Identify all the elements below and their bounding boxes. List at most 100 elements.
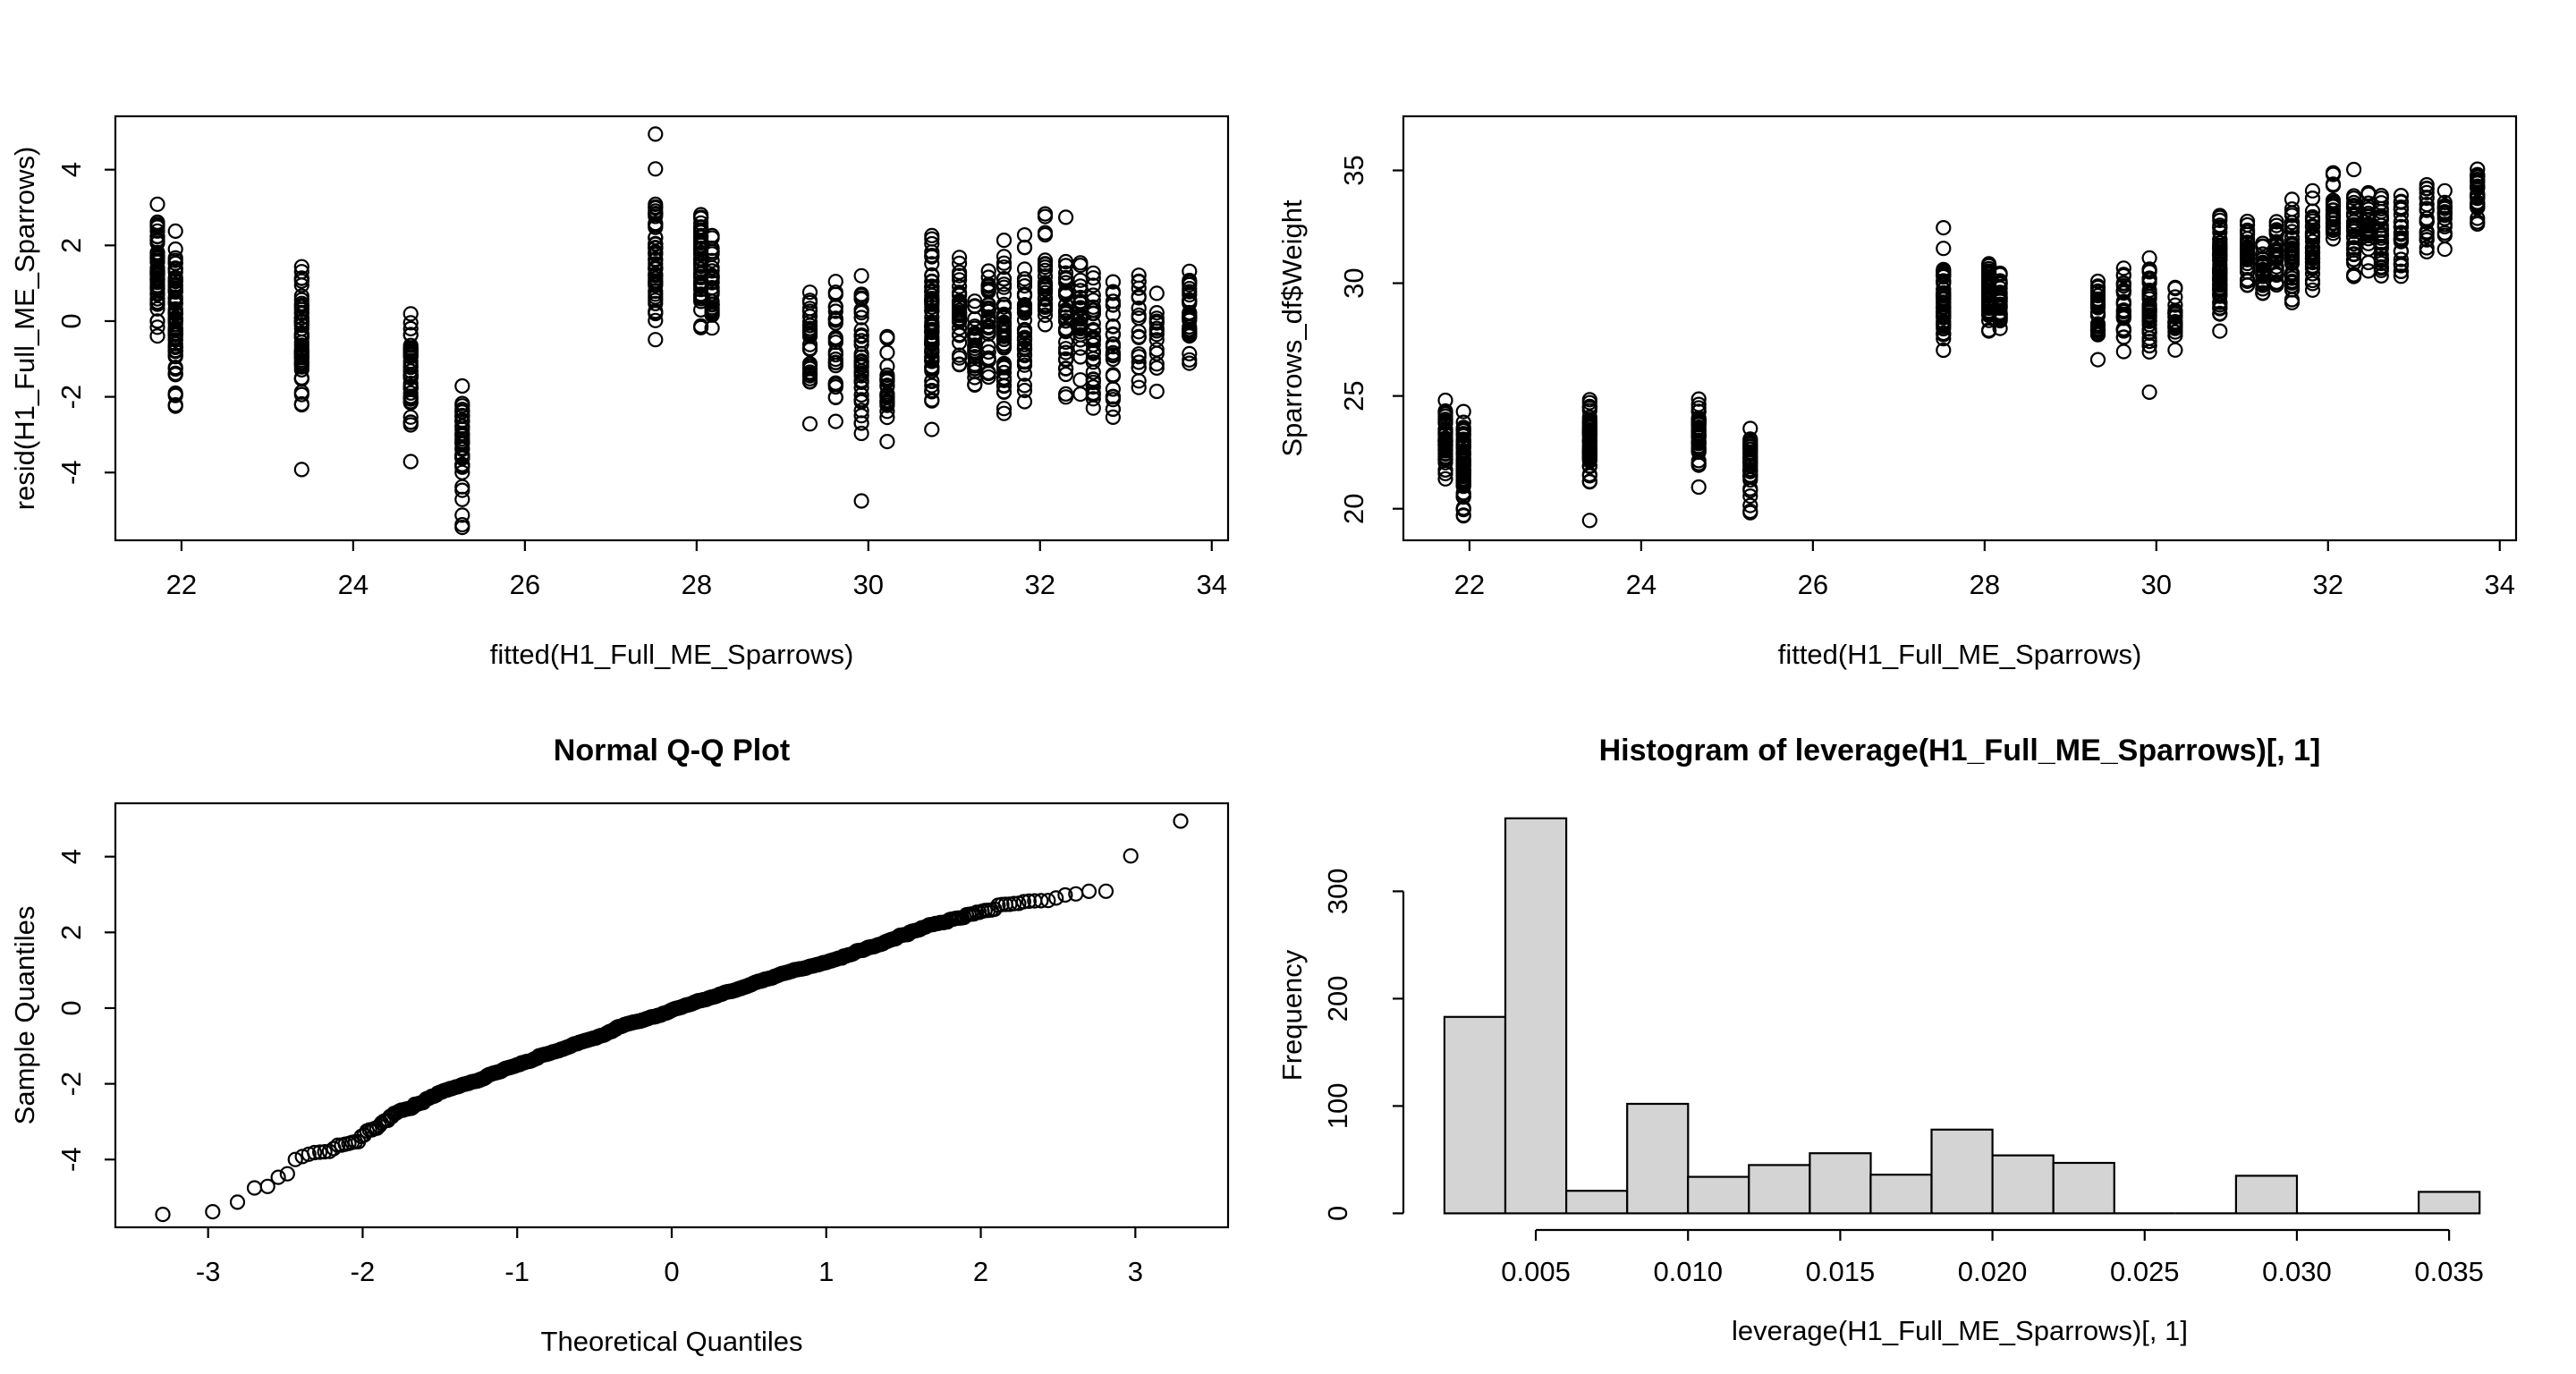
data-point bbox=[2393, 226, 2409, 242]
data-point bbox=[149, 223, 165, 239]
data-point bbox=[2304, 233, 2321, 250]
data-point bbox=[1690, 420, 1707, 436]
data-point bbox=[167, 398, 183, 414]
data-point bbox=[996, 340, 1013, 356]
data-point bbox=[996, 401, 1013, 417]
data-point bbox=[924, 274, 940, 290]
data-point bbox=[951, 293, 968, 309]
data-point bbox=[1085, 323, 1101, 339]
data-point bbox=[2089, 304, 2106, 320]
x-tick-label: 2 bbox=[973, 1256, 988, 1287]
data-point bbox=[951, 284, 968, 301]
x-tick-label: 0.015 bbox=[1806, 1256, 1876, 1287]
data-point bbox=[293, 350, 309, 366]
data-point bbox=[1037, 275, 1054, 291]
data-point bbox=[2419, 191, 2435, 207]
data-point bbox=[167, 241, 183, 258]
data-point bbox=[1037, 299, 1054, 315]
y-tick-label: 0 bbox=[55, 313, 87, 328]
data-point bbox=[2346, 214, 2362, 230]
data-point bbox=[1992, 275, 2008, 291]
data-point bbox=[648, 126, 664, 142]
data-point bbox=[853, 322, 869, 338]
x-tick-label: 3 bbox=[1128, 1256, 1143, 1287]
data-point bbox=[879, 344, 895, 360]
data-point bbox=[2284, 237, 2301, 253]
data-point bbox=[402, 320, 419, 336]
normal-qq-xlabel: Theoretical Quantiles bbox=[541, 1326, 803, 1357]
data-point bbox=[2115, 302, 2131, 318]
data-point bbox=[2304, 260, 2321, 276]
data-point bbox=[1072, 349, 1089, 365]
data-point bbox=[293, 386, 309, 403]
data-point bbox=[924, 314, 940, 330]
leverage-histogram-xlabel: leverage(H1_Full_ME_Sparrows)[, 1] bbox=[1732, 1315, 2188, 1346]
data-point bbox=[2373, 200, 2389, 216]
data-point bbox=[2141, 334, 2157, 350]
data-point bbox=[1057, 886, 1073, 903]
data-point bbox=[167, 387, 183, 403]
data-point bbox=[2240, 246, 2256, 263]
data-point bbox=[2115, 284, 2131, 301]
data-point bbox=[1072, 386, 1089, 403]
data-point bbox=[2346, 217, 2362, 233]
x-tick-label: 22 bbox=[1454, 569, 1485, 600]
leverage-histogram-title: Histogram of leverage(H1_Full_ME_Sparrow… bbox=[1599, 734, 2321, 768]
x-tick-label: -2 bbox=[351, 1256, 376, 1287]
data-point bbox=[924, 284, 940, 300]
x-tick-label: -3 bbox=[196, 1256, 221, 1287]
data-point bbox=[801, 367, 818, 383]
data-point bbox=[454, 507, 470, 523]
data-point bbox=[1085, 371, 1101, 387]
data-point bbox=[924, 324, 940, 340]
data-point bbox=[879, 390, 895, 406]
data-point bbox=[1581, 427, 1597, 443]
data-point bbox=[704, 284, 720, 300]
data-point bbox=[1131, 373, 1147, 389]
data-point bbox=[980, 318, 996, 335]
data-point bbox=[1097, 883, 1114, 899]
data-point bbox=[704, 307, 720, 323]
data-point bbox=[454, 491, 470, 507]
data-point bbox=[1105, 351, 1122, 368]
data-point bbox=[648, 208, 664, 225]
data-point bbox=[167, 365, 183, 381]
data-point bbox=[2141, 250, 2157, 266]
data-point bbox=[1131, 274, 1147, 290]
data-point bbox=[1936, 294, 1952, 310]
data-point bbox=[1048, 890, 1064, 906]
data-point bbox=[1085, 351, 1101, 367]
panel-weight-vs-fitted: 22 24 26 28 30 32 34 20 25 30 35 bbox=[1338, 114, 2518, 600]
data-point bbox=[1016, 286, 1033, 302]
data-point bbox=[1437, 462, 1453, 479]
data-point bbox=[2325, 215, 2342, 231]
data-point bbox=[1437, 406, 1453, 422]
data-point bbox=[1016, 341, 1033, 357]
data-point bbox=[801, 293, 818, 309]
data-point bbox=[2268, 266, 2284, 282]
data-point bbox=[293, 361, 309, 377]
data-point bbox=[1455, 456, 1471, 473]
data-point bbox=[293, 306, 309, 322]
data-point bbox=[648, 196, 664, 212]
data-point bbox=[704, 302, 720, 319]
data-point bbox=[951, 347, 968, 363]
data-point bbox=[2419, 240, 2435, 256]
data-point bbox=[996, 259, 1013, 276]
data-point bbox=[454, 377, 470, 394]
data-point bbox=[996, 309, 1013, 325]
data-point bbox=[1581, 474, 1597, 490]
data-point bbox=[1105, 409, 1122, 425]
data-point bbox=[801, 318, 818, 334]
data-point bbox=[1581, 422, 1597, 438]
data-point bbox=[167, 223, 183, 239]
data-point bbox=[801, 284, 818, 301]
data-point bbox=[1105, 274, 1122, 290]
data-point bbox=[2304, 240, 2321, 256]
data-point bbox=[293, 462, 309, 478]
data-point bbox=[2373, 259, 2389, 275]
data-point bbox=[1173, 813, 1189, 829]
data-point bbox=[1015, 894, 1032, 910]
data-point bbox=[454, 425, 470, 441]
